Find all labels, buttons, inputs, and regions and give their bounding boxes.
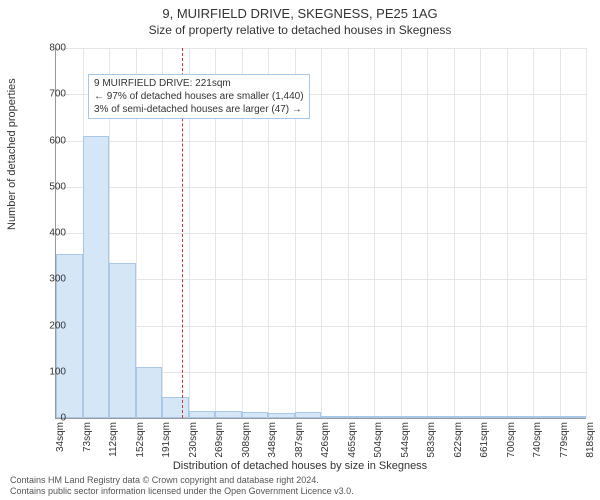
y-tick-label: 600 bbox=[36, 135, 66, 146]
histogram-bar bbox=[189, 411, 216, 418]
x-tick-label: 112sqm bbox=[108, 422, 119, 462]
x-tick-label: 230sqm bbox=[188, 422, 199, 462]
histogram-bar bbox=[533, 416, 560, 418]
info-line-3: 3% of semi-detached houses are larger (4… bbox=[94, 103, 304, 116]
histogram-bar bbox=[374, 416, 401, 418]
x-tick-label: 426sqm bbox=[320, 422, 331, 462]
info-line-1: 9 MUIRFIELD DRIVE: 221sqm bbox=[94, 77, 304, 90]
gridline-v bbox=[427, 48, 428, 418]
histogram-bar bbox=[242, 412, 269, 418]
x-tick-label: 700sqm bbox=[506, 422, 517, 462]
gridline-v bbox=[560, 48, 561, 418]
y-tick-label: 700 bbox=[36, 89, 66, 100]
histogram-bar bbox=[109, 263, 136, 418]
footer-line-2: Contains public sector information licen… bbox=[10, 486, 354, 497]
x-tick-label: 779sqm bbox=[559, 422, 570, 462]
gridline-v bbox=[374, 48, 375, 418]
y-tick-label: 300 bbox=[36, 274, 66, 285]
y-tick-label: 100 bbox=[36, 366, 66, 377]
histogram-bar bbox=[480, 416, 507, 418]
histogram-bar bbox=[162, 397, 189, 418]
y-tick-label: 200 bbox=[36, 320, 66, 331]
histogram-bar bbox=[215, 411, 242, 418]
x-tick-label: 308sqm bbox=[241, 422, 252, 462]
gridline-v bbox=[321, 48, 322, 418]
histogram-bar bbox=[295, 412, 322, 418]
x-tick-label: 622sqm bbox=[453, 422, 464, 462]
x-tick-label: 818sqm bbox=[585, 422, 596, 462]
x-tick-label: 191sqm bbox=[161, 422, 172, 462]
x-tick-label: 504sqm bbox=[373, 422, 384, 462]
y-tick-label: 400 bbox=[36, 228, 66, 239]
y-tick-label: 500 bbox=[36, 181, 66, 192]
x-tick-label: 269sqm bbox=[214, 422, 225, 462]
footer-line-1: Contains HM Land Registry data © Crown c… bbox=[10, 475, 354, 486]
histogram-bar bbox=[507, 416, 534, 418]
histogram-bar bbox=[136, 367, 163, 418]
y-tick-label: 800 bbox=[36, 43, 66, 54]
x-tick-label: 661sqm bbox=[479, 422, 490, 462]
x-tick-label: 387sqm bbox=[294, 422, 305, 462]
page-subtitle: Size of property relative to detached ho… bbox=[0, 21, 600, 37]
histogram-bar bbox=[268, 413, 295, 418]
x-tick-label: 73sqm bbox=[82, 422, 93, 462]
histogram-bar bbox=[83, 136, 110, 418]
gridline-v bbox=[348, 48, 349, 418]
histogram-bar bbox=[401, 416, 428, 418]
x-tick-label: 544sqm bbox=[400, 422, 411, 462]
histogram-bar bbox=[427, 416, 454, 418]
gridline-v bbox=[480, 48, 481, 418]
histogram-bar bbox=[454, 416, 481, 418]
gridline-v bbox=[507, 48, 508, 418]
x-tick-label: 34sqm bbox=[55, 422, 66, 462]
page-title: 9, MUIRFIELD DRIVE, SKEGNESS, PE25 1AG bbox=[0, 0, 600, 21]
x-tick-label: 740sqm bbox=[532, 422, 543, 462]
footer-text: Contains HM Land Registry data © Crown c… bbox=[10, 475, 354, 497]
histogram-bar bbox=[321, 416, 348, 418]
x-tick-label: 465sqm bbox=[347, 422, 358, 462]
gridline-v bbox=[401, 48, 402, 418]
plot-region: 9 MUIRFIELD DRIVE: 221sqm ← 97% of detac… bbox=[55, 48, 586, 419]
gridline-v bbox=[533, 48, 534, 418]
histogram-bar bbox=[560, 416, 587, 418]
x-tick-label: 583sqm bbox=[426, 422, 437, 462]
x-tick-label: 152sqm bbox=[135, 422, 146, 462]
info-line-2: ← 97% of detached houses are smaller (1,… bbox=[94, 90, 304, 103]
gridline-v bbox=[586, 48, 587, 418]
gridline-v bbox=[454, 48, 455, 418]
info-box: 9 MUIRFIELD DRIVE: 221sqm ← 97% of detac… bbox=[88, 74, 310, 119]
y-axis-label: Number of detached properties bbox=[6, 78, 18, 230]
histogram-bar bbox=[348, 416, 375, 418]
x-tick-label: 348sqm bbox=[267, 422, 278, 462]
chart-area: 9 MUIRFIELD DRIVE: 221sqm ← 97% of detac… bbox=[55, 48, 585, 418]
